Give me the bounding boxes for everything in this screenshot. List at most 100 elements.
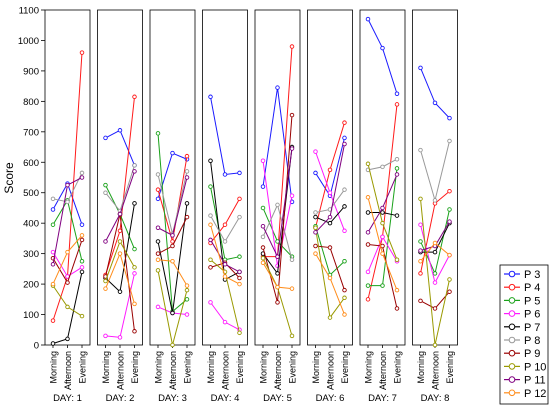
data-point xyxy=(117,211,123,217)
data-point xyxy=(237,214,242,220)
data-point xyxy=(327,167,333,173)
x-tick-label: Evening xyxy=(288,351,298,384)
panel: Morning Afternoon Evening DAY: 8 xyxy=(412,9,458,404)
data-point xyxy=(132,271,137,276)
data-point xyxy=(65,280,70,285)
x-tick-label: Evening xyxy=(78,351,88,384)
data-point xyxy=(155,225,161,230)
data-point xyxy=(342,287,347,293)
data-point xyxy=(184,153,190,159)
data-point xyxy=(380,234,385,240)
data-point xyxy=(170,259,175,264)
data-point xyxy=(103,135,108,141)
data-point xyxy=(365,297,371,302)
x-tick-label: Afternoon xyxy=(273,351,283,390)
data-point xyxy=(155,131,161,136)
y-tick-label: 1100 xyxy=(19,6,39,17)
data-point xyxy=(184,287,190,293)
data-point xyxy=(289,44,295,49)
legend-swatch-marker xyxy=(508,336,516,344)
data-point xyxy=(117,335,123,340)
x-tick-label: Morning xyxy=(101,351,111,384)
panel-frame xyxy=(254,9,301,346)
data-point xyxy=(447,188,452,194)
data-point xyxy=(117,239,123,244)
y-tick-label: 400 xyxy=(23,219,39,230)
y-tick-label: 500 xyxy=(23,188,39,199)
data-point xyxy=(65,199,70,205)
x-tick-label: Afternoon xyxy=(326,351,336,390)
data-point xyxy=(418,248,423,253)
x-tick-label: Evening xyxy=(445,351,455,384)
y-tick-label: 800 xyxy=(23,97,39,108)
data-point xyxy=(155,239,161,244)
data-point xyxy=(184,175,190,180)
legend-item: P 11 xyxy=(504,375,546,387)
data-point xyxy=(432,280,438,285)
data-point xyxy=(380,205,385,211)
legend-label: P 8 xyxy=(524,335,540,347)
data-point xyxy=(237,330,242,336)
data-point xyxy=(132,163,137,168)
data-point xyxy=(103,190,108,195)
y-tick-label: 900 xyxy=(23,66,39,77)
data-point xyxy=(155,172,161,177)
data-point xyxy=(184,312,190,317)
data-point xyxy=(365,16,371,22)
data-point xyxy=(184,169,190,174)
data-point xyxy=(222,274,228,279)
data-point xyxy=(313,251,318,256)
x-tick-label: Evening xyxy=(340,351,350,384)
data-point xyxy=(208,237,213,243)
data-point xyxy=(170,233,175,238)
data-point xyxy=(342,295,347,301)
y-tick-label: 600 xyxy=(23,158,39,169)
data-point xyxy=(65,249,70,255)
data-point xyxy=(327,220,333,226)
data-point xyxy=(447,207,452,212)
data-point xyxy=(394,102,400,107)
data-point xyxy=(418,271,423,276)
data-point xyxy=(342,187,347,192)
data-point xyxy=(327,190,333,195)
panel-label: DAY: 7 xyxy=(368,393,397,404)
data-point xyxy=(418,222,423,227)
data-point xyxy=(237,170,242,176)
x-tick-label: Afternoon xyxy=(63,351,73,390)
data-point xyxy=(380,210,385,215)
data-point xyxy=(275,239,280,244)
legend-label: P 11 xyxy=(524,375,546,387)
legend-item: P 10 xyxy=(504,361,546,373)
data-point xyxy=(342,135,347,141)
data-point xyxy=(342,312,347,317)
data-point xyxy=(418,196,423,202)
legend: P 3P 4P 5 P 6P 7P 8P 9P 10 P 11P 12 xyxy=(499,264,549,405)
data-point xyxy=(237,269,242,275)
legend-item: P 3 xyxy=(504,269,540,281)
data-point xyxy=(65,182,70,188)
panel-label: DAY: 4 xyxy=(211,393,240,404)
data-point xyxy=(132,169,137,174)
data-point xyxy=(208,158,213,163)
data-point xyxy=(342,204,347,209)
x-tick-label: Afternoon xyxy=(378,351,388,390)
data-point xyxy=(79,313,85,319)
panel-label: DAY: 1 xyxy=(53,393,82,404)
y-tick-label: 1000 xyxy=(18,36,39,47)
data-point xyxy=(447,277,452,282)
data-point xyxy=(418,298,423,304)
y-tick-label: 0 xyxy=(34,341,39,352)
legend-item: P 4 xyxy=(504,282,540,294)
legend-swatch-marker xyxy=(508,270,516,278)
data-point xyxy=(365,283,371,288)
data-point xyxy=(365,230,371,235)
panel-frame xyxy=(202,9,248,346)
panel-label: DAY: 5 xyxy=(263,393,292,404)
data-point xyxy=(289,193,295,199)
panel: Morning Afternoon Evening DAY: 6 xyxy=(307,9,353,404)
legend-swatch-marker xyxy=(508,283,516,291)
data-point xyxy=(394,287,400,293)
data-point xyxy=(170,243,175,249)
data-point xyxy=(432,306,438,311)
data-point xyxy=(342,120,347,125)
